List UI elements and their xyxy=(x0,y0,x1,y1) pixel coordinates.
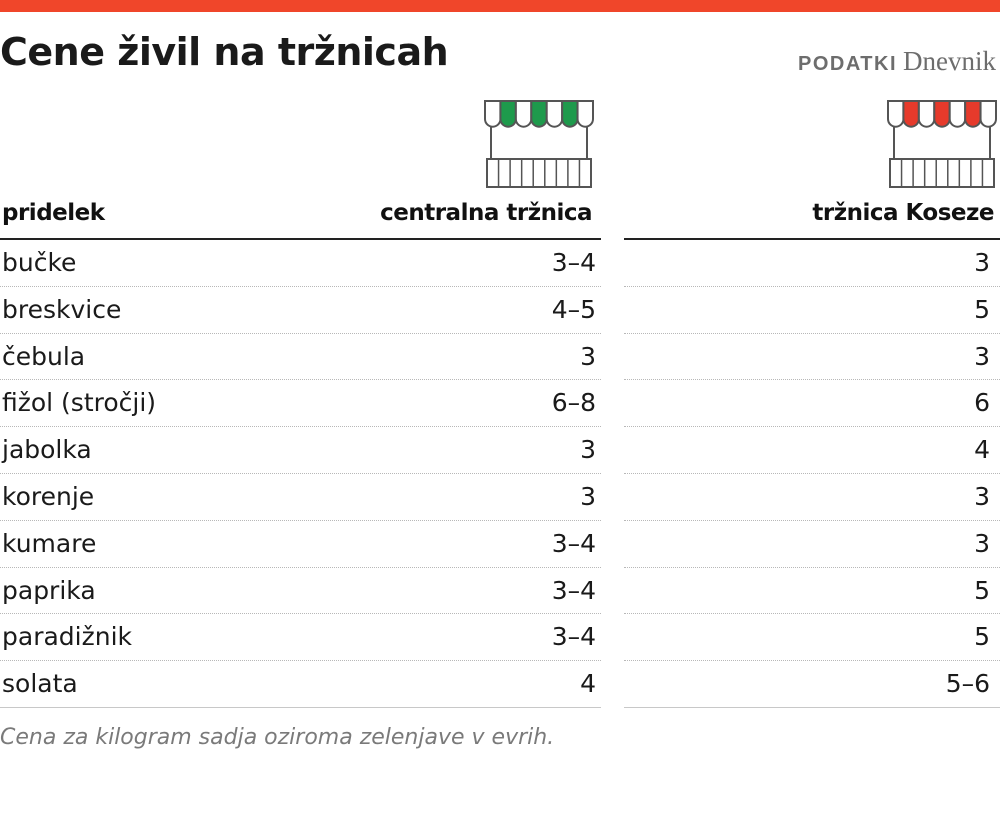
product-cell: paprika xyxy=(2,575,96,605)
row-divider xyxy=(624,332,1000,334)
row-divider xyxy=(624,660,1000,662)
row-divider xyxy=(0,379,601,381)
stall-counter xyxy=(889,158,995,188)
header-rule-left xyxy=(0,238,601,240)
product-cell: korenje xyxy=(2,481,95,511)
row-divider xyxy=(624,613,1000,615)
product-cell: bučke xyxy=(2,248,77,277)
table-row: breskvice 4–5 5 xyxy=(0,287,1000,334)
awning-stripe xyxy=(514,100,533,128)
awning-stripe xyxy=(964,100,982,128)
awning-stripe xyxy=(948,100,967,128)
awning-stripe xyxy=(917,100,936,128)
central-price-cell: 3 xyxy=(580,341,596,371)
source-brand: Dnevnik xyxy=(903,46,996,76)
footnote: Cena za kilogram sadja oziroma zelenjave… xyxy=(0,725,555,750)
product-cell: fižol (stročji) xyxy=(2,388,157,418)
table-row: paprika 3–4 5 xyxy=(0,568,1000,615)
table-row: fižol (stročji) 6–8 6 xyxy=(0,380,1000,428)
koseze-price-cell: 5 xyxy=(974,294,990,324)
awning-stripe xyxy=(545,100,564,128)
row-divider xyxy=(624,519,1000,521)
row-divider xyxy=(624,379,1000,381)
row-divider xyxy=(0,472,601,474)
koseze-price-cell: 5–6 xyxy=(945,669,990,699)
central-price-cell: 4–5 xyxy=(551,294,596,324)
product-cell: kumare xyxy=(2,528,97,558)
awning-stripe xyxy=(576,100,594,128)
product-cell: paradižnik xyxy=(2,622,132,652)
table-row: solata 4 5–6 xyxy=(0,661,1000,708)
row-divider xyxy=(0,706,601,708)
awning-stripe xyxy=(499,100,517,128)
koseze-price-cell: 3 xyxy=(974,341,990,371)
top-accent-bar xyxy=(0,0,1000,12)
header-rule-right xyxy=(624,238,1000,240)
row-divider xyxy=(0,566,601,568)
product-cell: jabolka xyxy=(2,435,92,465)
row-divider xyxy=(0,332,601,334)
chart-title: Cene živil na tržnicah xyxy=(0,30,449,74)
row-divider xyxy=(0,426,601,428)
awning-stripe xyxy=(933,100,951,128)
central-price-cell: 3–4 xyxy=(551,528,596,558)
koseze-price-cell: 3 xyxy=(974,248,990,277)
koseze-price-cell: 5 xyxy=(974,575,990,605)
row-divider xyxy=(0,519,601,521)
awning-stripe xyxy=(902,100,920,128)
row-divider xyxy=(0,660,601,662)
market-stall-green-svg xyxy=(484,100,594,188)
table-row: čebula 3 3 xyxy=(0,334,1000,381)
table-row: kumare 3–4 3 xyxy=(0,521,1000,568)
awning-stripe xyxy=(484,100,502,128)
product-cell: solata xyxy=(2,669,78,699)
koseze-price-cell: 4 xyxy=(974,435,990,465)
source-credit: PODATKI Dnevnik xyxy=(798,46,996,77)
central-price-cell: 3–4 xyxy=(551,248,596,277)
koseze-price-cell: 5 xyxy=(974,622,990,652)
central-price-cell: 4 xyxy=(580,669,596,699)
row-divider xyxy=(624,472,1000,474)
row-divider xyxy=(0,285,601,287)
market-stall-red-icon xyxy=(886,99,998,196)
table-row: paradižnik 3–4 5 xyxy=(0,614,1000,662)
column-header-product: pridelek xyxy=(2,200,105,226)
stall-counter xyxy=(486,158,592,188)
awning-stripe xyxy=(887,100,905,128)
koseze-price-cell: 6 xyxy=(974,388,990,418)
koseze-price-cell: 3 xyxy=(974,481,990,511)
market-stall-red-svg xyxy=(887,100,997,188)
central-price-cell: 6–8 xyxy=(551,388,596,418)
central-price-cell: 3–4 xyxy=(551,575,596,605)
row-divider xyxy=(0,613,601,615)
row-divider xyxy=(624,285,1000,287)
table-row: jabolka 3 4 xyxy=(0,427,1000,474)
row-divider xyxy=(624,566,1000,568)
column-header-koseze: tržnica Koseze xyxy=(812,200,994,226)
awning-stripe xyxy=(530,100,548,128)
central-price-cell: 3 xyxy=(580,481,596,511)
source-label: PODATKI xyxy=(798,53,898,75)
koseze-price-cell: 3 xyxy=(974,528,990,558)
market-stall-green-icon xyxy=(483,99,595,196)
table-row: korenje 3 3 xyxy=(0,474,1000,521)
awning-stripe xyxy=(561,100,579,128)
central-price-cell: 3–4 xyxy=(551,622,596,652)
row-divider xyxy=(624,426,1000,428)
central-price-cell: 3 xyxy=(580,435,596,465)
table-row: bučke 3–4 3 xyxy=(0,240,1000,287)
column-header-central: centralna tržnica xyxy=(380,200,592,226)
awning-stripe xyxy=(979,100,997,128)
product-cell: breskvice xyxy=(2,294,122,324)
product-cell: čebula xyxy=(2,341,86,371)
price-table: bučke 3–4 3 breskvice 4–5 5 čebula 3 3 fižol (… xyxy=(0,240,1000,708)
row-divider xyxy=(624,706,1000,708)
